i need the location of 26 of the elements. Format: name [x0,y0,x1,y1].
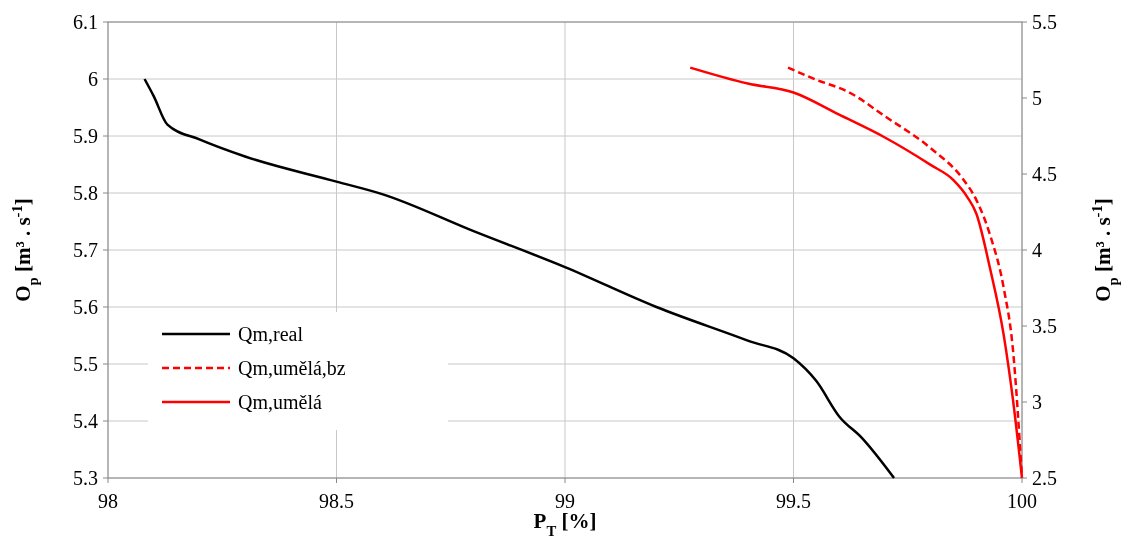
y-tick-label: 5.8 [73,182,98,204]
line-series [143,77,896,480]
y-tick-label: 5.5 [73,353,98,375]
y-tick-label: 6 [88,68,98,90]
y2-tick-label: 5.5 [1032,11,1057,33]
y-tick-label: 5.7 [73,239,98,261]
x-tick-label: 100 [1007,490,1037,512]
y-tick-label: 5.9 [73,125,98,147]
legend-label: Qm,real [238,323,304,345]
legend-label: Qm,umělá,bz [238,357,346,379]
x-axis-title: P$_{T}$ [%] [533,509,597,539]
x-tick-label: 98 [98,490,118,512]
y2-tick-label: 3.5 [1032,315,1057,337]
y2-tick-label: 3 [1032,391,1042,413]
x-tick-label: 99.5 [776,490,811,512]
legend-label: Qm,umělá [238,391,322,413]
y-tick-label: 5.3 [73,467,98,489]
y-tick-label: 5.6 [73,296,98,318]
x-tick-label: 99 [555,490,575,512]
y2-tick-label: 5 [1032,87,1042,109]
y2-tick-label: 4 [1032,239,1042,261]
y-tick-label: 5.4 [73,410,98,432]
y2-tick-label: 2.5 [1032,467,1057,489]
x-tick-label: 98.5 [319,490,354,512]
y-tick-label: 6.1 [73,11,98,33]
y2-tick-label: 4.5 [1032,163,1057,185]
